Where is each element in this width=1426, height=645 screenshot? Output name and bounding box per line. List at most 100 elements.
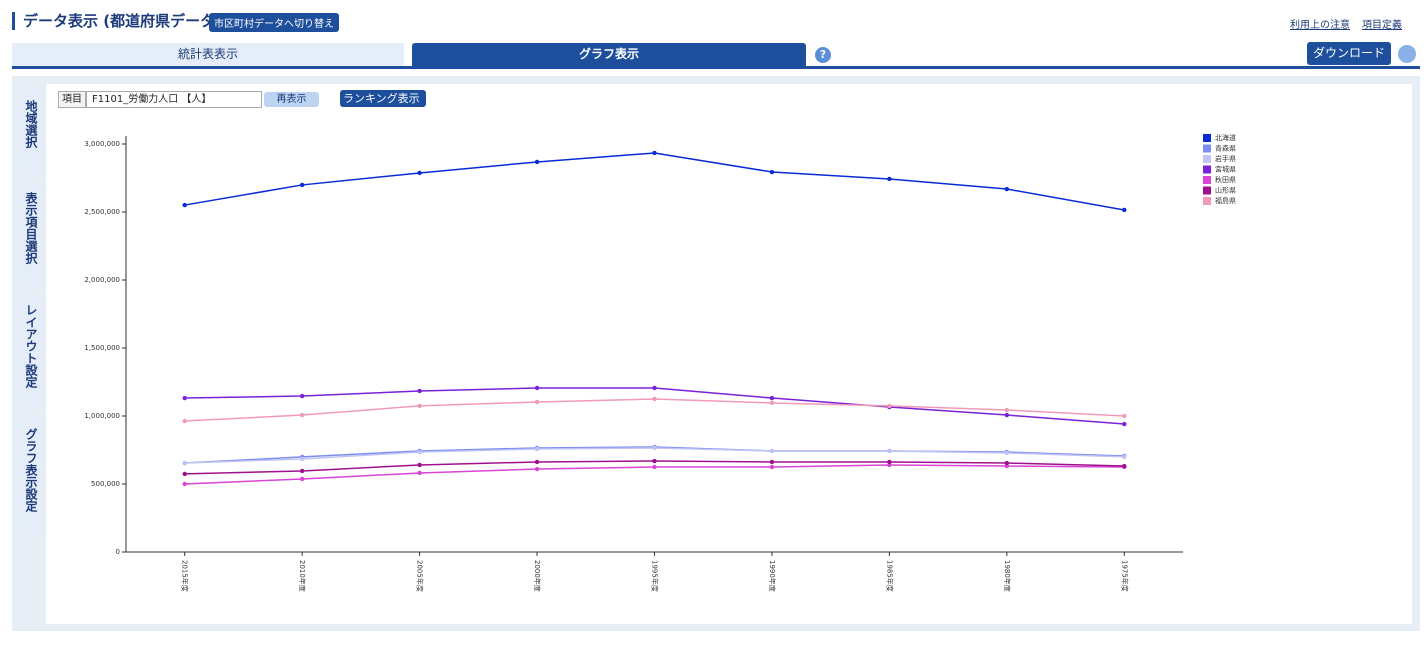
item-label: 項目 — [58, 91, 86, 108]
x-tick-label: 1985年度 — [885, 560, 894, 592]
y-tick-label: 1,500,000 — [84, 344, 120, 352]
help-icon[interactable]: ? — [815, 47, 831, 63]
item-select[interactable]: F1101_労働力人口 【人】 — [86, 91, 262, 108]
x-tick-label: 2000年度 — [533, 560, 542, 592]
data-point — [534, 399, 540, 405]
data-point — [887, 403, 892, 409]
legend-swatch — [1203, 134, 1211, 142]
data-point — [1122, 454, 1127, 460]
legend-label: 岩手県 — [1215, 154, 1236, 163]
x-tick-label: 2010年度 — [298, 560, 307, 592]
data-point — [299, 412, 305, 418]
data-point — [1004, 407, 1010, 413]
ranking-button[interactable]: ランキング表示 — [340, 90, 426, 107]
series-line — [184, 387, 1125, 425]
data-point — [1004, 412, 1010, 418]
notice-link[interactable]: 利用上の注意 — [1290, 20, 1350, 31]
data-point — [1004, 450, 1010, 456]
data-point — [534, 385, 540, 391]
data-point — [299, 456, 305, 462]
data-point — [182, 481, 187, 487]
legend-label: 青森県 — [1215, 144, 1236, 153]
data-point — [652, 396, 657, 402]
side-tab[interactable]: 表示項目選択 — [17, 184, 44, 284]
data-point — [769, 400, 775, 406]
download-button[interactable]: ダウンロード — [1307, 42, 1391, 65]
data-point — [182, 202, 187, 208]
data-point — [769, 169, 775, 175]
data-point — [652, 385, 657, 391]
x-tick-label: 1975年度 — [1120, 560, 1129, 592]
x-tick-label: 2005年度 — [416, 560, 425, 592]
series-line — [184, 152, 1125, 211]
data-point — [299, 476, 305, 482]
data-point — [182, 460, 187, 466]
data-point — [1004, 186, 1010, 192]
data-point — [417, 449, 422, 455]
side-tab[interactable]: レイアウト設定 — [17, 296, 44, 408]
data-point — [1122, 207, 1127, 213]
side-tab[interactable]: 地域選択 — [17, 92, 44, 172]
y-tick-label: 2,000,000 — [84, 276, 120, 284]
data-point — [652, 150, 657, 156]
data-point — [534, 159, 540, 165]
legend-swatch — [1203, 165, 1211, 174]
legend-label: 北海道 — [1215, 133, 1236, 142]
data-point — [769, 448, 775, 454]
y-tick-label: 1,000,000 — [84, 412, 120, 420]
data-point — [417, 170, 422, 176]
data-point — [299, 182, 305, 188]
data-point — [652, 445, 657, 451]
redraw-button[interactable]: 再表示 — [264, 92, 319, 107]
data-point — [534, 459, 540, 465]
data-point — [534, 466, 540, 472]
tab-bar — [12, 66, 1420, 69]
switch-button[interactable]: 市区町村データへ切り替え — [209, 13, 339, 32]
series-line — [184, 398, 1125, 422]
content — [46, 84, 1412, 624]
x-tick-label: 1995年度 — [651, 560, 660, 592]
data-point — [299, 393, 305, 399]
fullscreen-button[interactable] — [1398, 45, 1416, 63]
data-point — [299, 468, 305, 474]
data-point — [417, 462, 422, 468]
data-point — [182, 471, 187, 477]
data-point — [1122, 421, 1127, 427]
legend-swatch — [1203, 186, 1211, 195]
data-point — [652, 458, 657, 464]
data-point — [1122, 463, 1127, 469]
legend-label: 宮城県 — [1215, 165, 1236, 174]
data-point — [417, 470, 422, 476]
data-point — [652, 464, 657, 470]
data-point — [182, 418, 187, 424]
y-tick-label: 0 — [116, 548, 120, 556]
data-point — [887, 176, 892, 182]
data-point — [1004, 460, 1010, 466]
side-tab[interactable]: グラフ表示設定 — [17, 420, 44, 532]
legend-swatch — [1203, 197, 1211, 205]
x-tick-label: 1980年度 — [1003, 560, 1012, 592]
data-point — [417, 388, 422, 394]
data-point — [182, 395, 187, 401]
page-title: データ表示 (都道府県データ) — [12, 12, 222, 30]
legend-label: 福島県 — [1215, 196, 1236, 205]
data-point — [887, 459, 892, 465]
data-point — [769, 464, 775, 470]
x-tick-label: 2015年度 — [181, 560, 190, 592]
data-point — [1122, 413, 1127, 419]
table-tab[interactable]: 統計表表示 — [12, 43, 404, 66]
data-point — [417, 403, 422, 409]
y-tick-label: 500,000 — [91, 480, 120, 488]
legend-swatch — [1203, 144, 1211, 153]
legend-label: 山形県 — [1215, 187, 1236, 195]
legend-label: 秋田県 — [1215, 175, 1236, 184]
data-point — [534, 446, 540, 452]
data-point — [769, 395, 775, 401]
legend-swatch — [1203, 155, 1211, 163]
y-tick-label: 3,000,000 — [84, 140, 120, 148]
graph-tab[interactable]: グラフ表示 — [412, 43, 806, 66]
definition-link[interactable]: 項目定義 — [1362, 20, 1402, 31]
legend-swatch — [1203, 176, 1211, 184]
